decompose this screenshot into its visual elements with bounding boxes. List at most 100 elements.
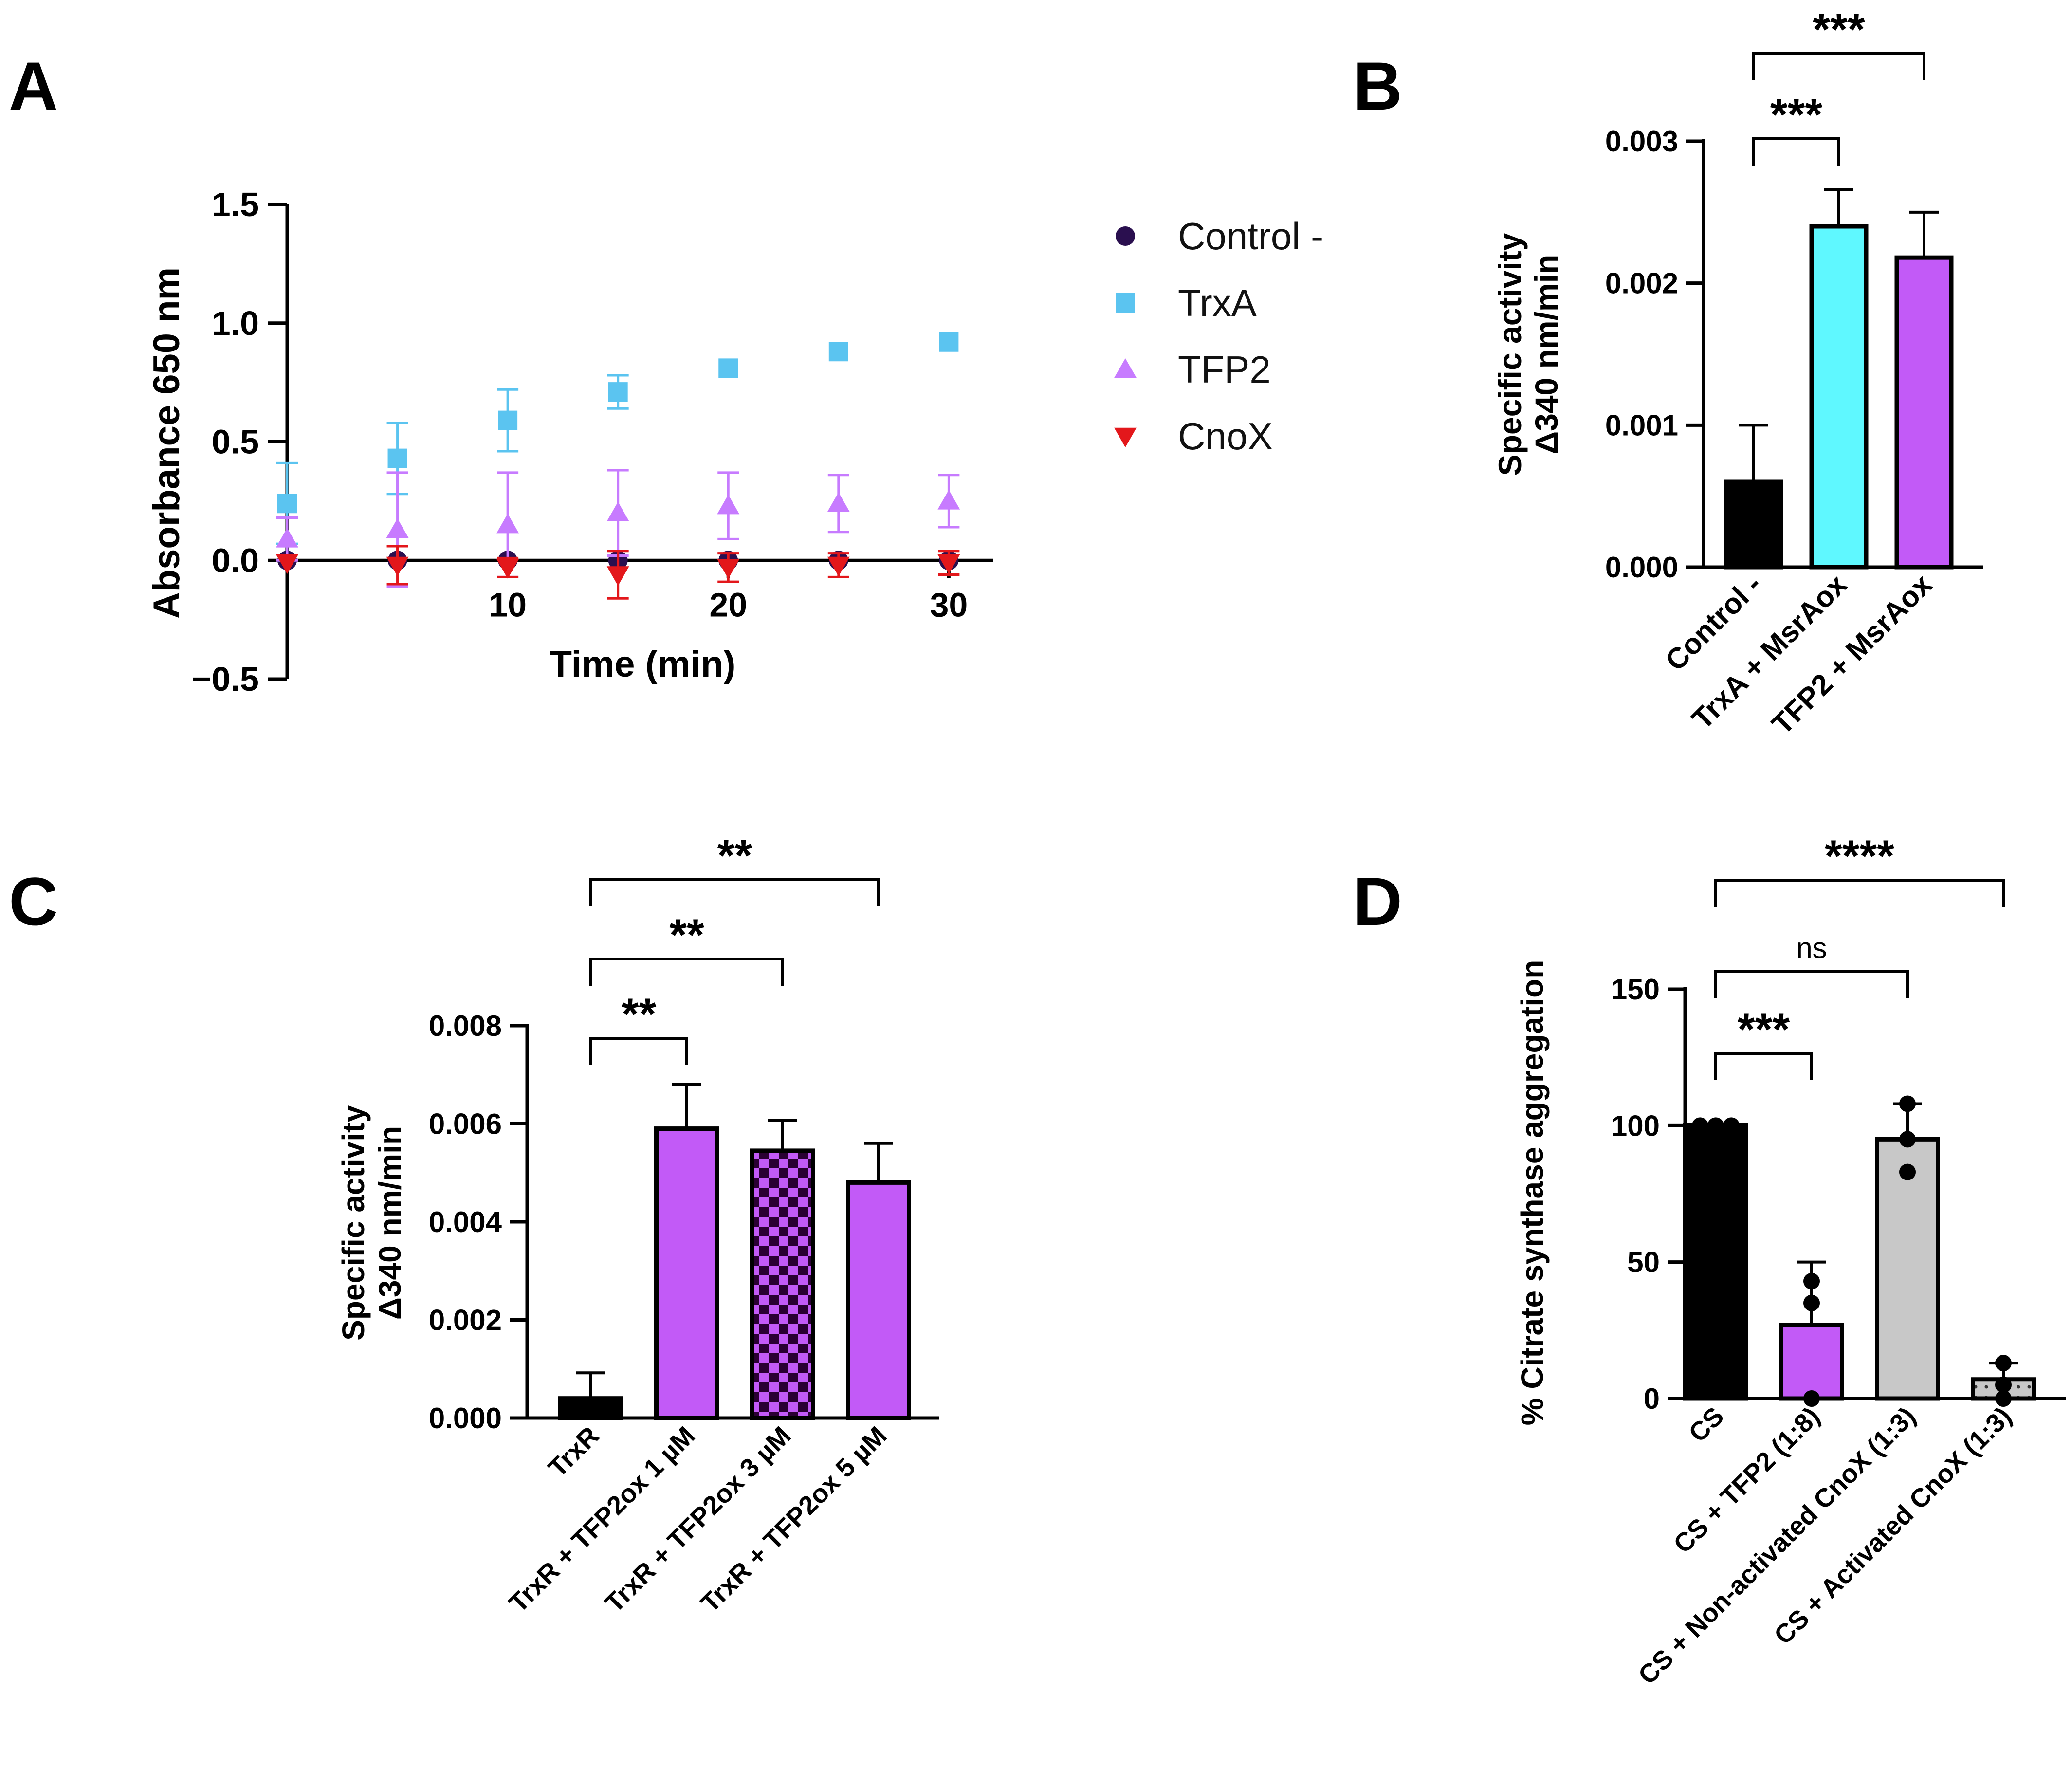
panel-c-significance-bracket	[589, 1037, 688, 1065]
panel-a-y-tick-label: −0.5	[192, 660, 259, 698]
panel-b-y-axis-title: Specific activity	[1492, 233, 1528, 476]
panel-d-significance-label: ****	[1825, 831, 1894, 881]
panel-a-x-axis-title: Time (min)	[550, 644, 736, 685]
panel-b-y-tick-label: 0.002	[1605, 267, 1678, 300]
panel-a-y-tick-label: 0.5	[212, 423, 259, 461]
panel-a-legend-label: CnoX	[1178, 415, 1273, 458]
panel-a-data-point	[277, 494, 297, 514]
panel-c-y-axis-title: Δ340 nm/min	[372, 1126, 407, 1320]
panel-b-y-tick-label: 0.003	[1605, 125, 1678, 158]
panel-c-significance-bracket	[589, 878, 880, 906]
panel-d-y-tick-label: 100	[1611, 1109, 1660, 1142]
panel-a-data-point	[276, 528, 298, 548]
panel-a-y-axis-title: Absorbance 650 nm	[146, 267, 187, 619]
panel-a-y-tick-label: 1.5	[212, 185, 259, 223]
panel-c-x-tick-label: TrxR + TFP2ox 5 µM	[695, 1421, 892, 1618]
panel-c-significance-label: **	[622, 990, 657, 1039]
panel-d-data-point	[1899, 1131, 1916, 1148]
panel-a-data-point	[608, 382, 628, 402]
panel-a-data-point	[718, 358, 738, 378]
panel-c-x-tick-label: TrxR + TFP2ox 1 µM	[503, 1421, 700, 1618]
panel-b-bar-chart: B 0.000 0.001 0.002 0.003 Specific activity Δ…	[1353, 5, 1983, 741]
panel-a-series-3	[276, 545, 960, 600]
panel-b-x-tick-label: TFP2 + MsrAox	[1765, 568, 1938, 741]
panel-a-data-point	[606, 566, 629, 586]
panel-c-bar	[846, 1180, 911, 1420]
panel-a-data-point	[828, 342, 848, 362]
panel-a-data-point	[939, 332, 959, 352]
panel-b-y-tick-label: 0.001	[1605, 409, 1678, 442]
panel-a-x-tick-label: 10	[489, 586, 527, 624]
panel-a-x-tick-label: 30	[930, 586, 968, 624]
panel-d-data-point	[1995, 1355, 2012, 1372]
panel-c-significance-bracket	[589, 958, 784, 986]
panel-b-significance-label: ***	[1813, 5, 1865, 55]
panel-c-x-tick-label: TrxR + TFP2ox 3 µM	[599, 1421, 796, 1618]
panel-b-y-axis-title: Δ340 nm/min	[1528, 255, 1564, 455]
panel-b-y-tick-label: 0.000	[1605, 551, 1678, 584]
panel-d-significance-bracket	[1714, 970, 1909, 998]
panel-b-significance-label: ***	[1770, 90, 1823, 140]
panel-d-data-point	[1803, 1272, 1820, 1289]
panel-c-y-tick-label: 0.000	[429, 1402, 502, 1435]
panel-a-y-tick-label: 1.0	[212, 304, 259, 342]
panel-c-bar	[750, 1148, 815, 1420]
panel-d-bar	[1683, 1123, 1748, 1401]
panel-a-data-point	[937, 554, 960, 574]
panel-a-x-tick-label: 20	[709, 586, 747, 624]
panel-c-significance-label: **	[669, 910, 704, 960]
panel-a-data-point	[386, 556, 409, 576]
panel-b-x-tick-label: TrxA + MsrAox	[1686, 568, 1853, 736]
panel-a-data-point	[386, 518, 409, 538]
panel-a-data-point	[606, 501, 629, 521]
panel-d-data-point	[1995, 1390, 2012, 1407]
panel-c-y-axis-title: Specific activity	[336, 1105, 371, 1341]
panel-a-legend-label: Control -	[1178, 215, 1323, 258]
panel-d-y-tick-label: 150	[1611, 973, 1660, 1006]
panel-c-bar	[654, 1126, 719, 1420]
panel-d-significance-bracket	[1714, 1052, 1813, 1080]
panel-d-data-point	[1899, 1095, 1916, 1112]
panel-d-label: D	[1353, 863, 1402, 939]
panel-d-y-tick-label: 50	[1627, 1246, 1660, 1279]
panel-c-y-tick-label: 0.008	[429, 1010, 502, 1042]
panel-d-y-axis-title: % Citrate synthase aggregation	[1515, 960, 1550, 1426]
panel-a-data-point	[496, 514, 519, 534]
panel-c-x-tick-label: TrxR	[543, 1421, 605, 1483]
panel-d-significance-label: ns	[1796, 932, 1827, 964]
panel-a-legend-marker	[1116, 293, 1135, 313]
panel-a-legend-marker	[1114, 427, 1137, 447]
panel-d-y-tick-label: 0	[1644, 1382, 1660, 1415]
panel-b-bar	[1724, 479, 1783, 570]
panel-d-data-point	[1723, 1117, 1740, 1134]
panel-a-data-point	[387, 448, 407, 468]
panel-d-data-point	[1899, 1163, 1916, 1180]
panel-d-data-point	[1692, 1117, 1708, 1134]
panel-a-legend-label: TrxA	[1178, 281, 1257, 324]
panel-a-data-point	[496, 559, 519, 579]
panel-c-significance-label: **	[717, 831, 752, 881]
panel-d-significance-bracket	[1714, 879, 2005, 907]
panel-a-data-point	[498, 410, 518, 430]
panel-d-x-tick-label: CS	[1683, 1401, 1729, 1448]
panel-b-label: B	[1353, 48, 1402, 124]
panel-d-data-point	[1707, 1117, 1724, 1134]
panel-d-bar	[1779, 1323, 1844, 1401]
panel-b-bar	[1809, 224, 1869, 570]
panel-a-legend-marker	[1114, 358, 1137, 378]
panel-a-y-tick-label: 0.0	[212, 541, 259, 579]
panel-b-significance-bracket	[1752, 137, 1840, 166]
panel-c-bar	[558, 1396, 623, 1420]
panel-d-significance-label: ***	[1738, 1005, 1790, 1054]
panel-a-data-point	[717, 559, 740, 579]
panel-a-data-point	[827, 492, 850, 512]
panel-a-data-point	[937, 490, 960, 510]
panel-d-data-point	[1995, 1376, 2012, 1393]
panel-c-bar-chart: C 0.000 0.002 0.004 0.006 0.008 Specific acti…	[9, 831, 939, 1618]
panel-d-data-point	[1803, 1294, 1820, 1311]
panel-a-data-point	[276, 554, 298, 574]
panel-c-y-tick-label: 0.004	[429, 1206, 502, 1238]
panel-a-data-point	[827, 556, 850, 576]
panel-a-data-point	[717, 495, 740, 515]
